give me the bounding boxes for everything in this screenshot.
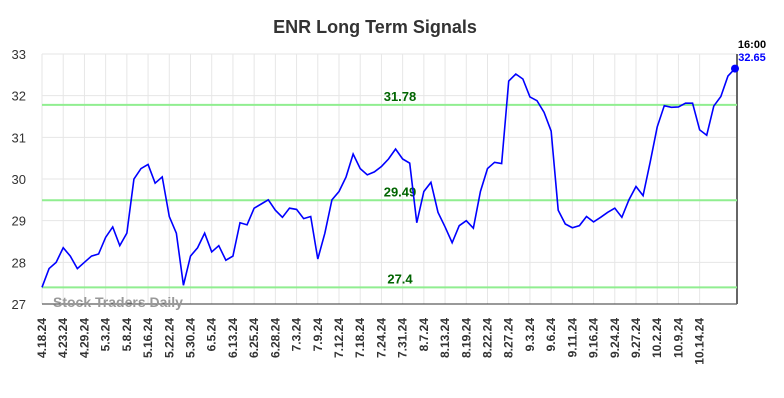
x-tick-label: 9.11.24 [565,318,579,358]
x-tick-label: 7.3.24 [290,318,304,352]
y-tick-label: 32 [12,89,26,104]
x-tick-label: 7.24.24 [374,318,388,358]
x-tick-label: 4.23.24 [56,318,70,358]
x-tick-label: 6.5.24 [205,318,219,352]
y-tick-label: 33 [12,47,26,62]
watermark: Stock Traders Daily [53,294,183,310]
x-tick-label: 4.29.24 [77,318,91,358]
signal-label: 31.78 [384,89,417,104]
x-tick-label: 8.13.24 [438,318,452,358]
x-tick-label: 9.27.24 [629,318,643,358]
x-tick-label: 10.9.24 [671,318,685,358]
x-tick-label: 7.9.24 [311,318,325,352]
chart-title: ENR Long Term Signals [273,17,477,37]
x-tick-label: 8.27.24 [502,318,516,358]
x-tick-label: 9.24.24 [608,318,622,358]
x-tick-label: 5.3.24 [99,318,113,352]
last-point [731,64,739,73]
end-value: 32.65 [738,52,766,64]
y-tick-label: 30 [12,172,26,187]
x-tick-label: 6.13.24 [226,318,240,358]
x-tick-label: 9.16.24 [587,318,601,358]
x-tick-label: 8.19.24 [459,318,473,358]
y-tick-label: 28 [12,255,26,270]
y-tick-label: 29 [12,214,26,229]
signal-label: 27.4 [387,271,413,286]
x-tick-label: 5.22.24 [162,318,176,358]
x-tick-label: 7.31.24 [396,318,410,358]
x-tick-label: 5.16.24 [141,318,155,358]
x-tick-label: 9.3.24 [523,318,537,352]
x-tick-label: 6.25.24 [247,318,261,358]
x-tick-label: 9.6.24 [544,318,558,352]
y-tick-label: 27 [12,297,26,312]
x-tick-label: 7.12.24 [332,318,346,358]
x-tick-label: 10.2.24 [650,318,664,358]
price-line [41,68,736,288]
x-tick-label: 10.14.24 [693,318,707,365]
x-tick-label: 5.8.24 [120,318,134,352]
x-tick-label: 8.7.24 [417,318,431,352]
x-tick-label: 8.22.24 [481,318,495,358]
y-tick-label: 31 [12,130,26,145]
signal-label: 29.49 [384,184,417,199]
x-tick-label: 4.18.24 [35,318,49,358]
x-tick-label: 7.18.24 [353,318,367,358]
x-tick-label: 5.30.24 [184,318,198,358]
end-time: 16:00 [738,39,766,51]
x-tick-label: 6.28.24 [268,318,282,358]
